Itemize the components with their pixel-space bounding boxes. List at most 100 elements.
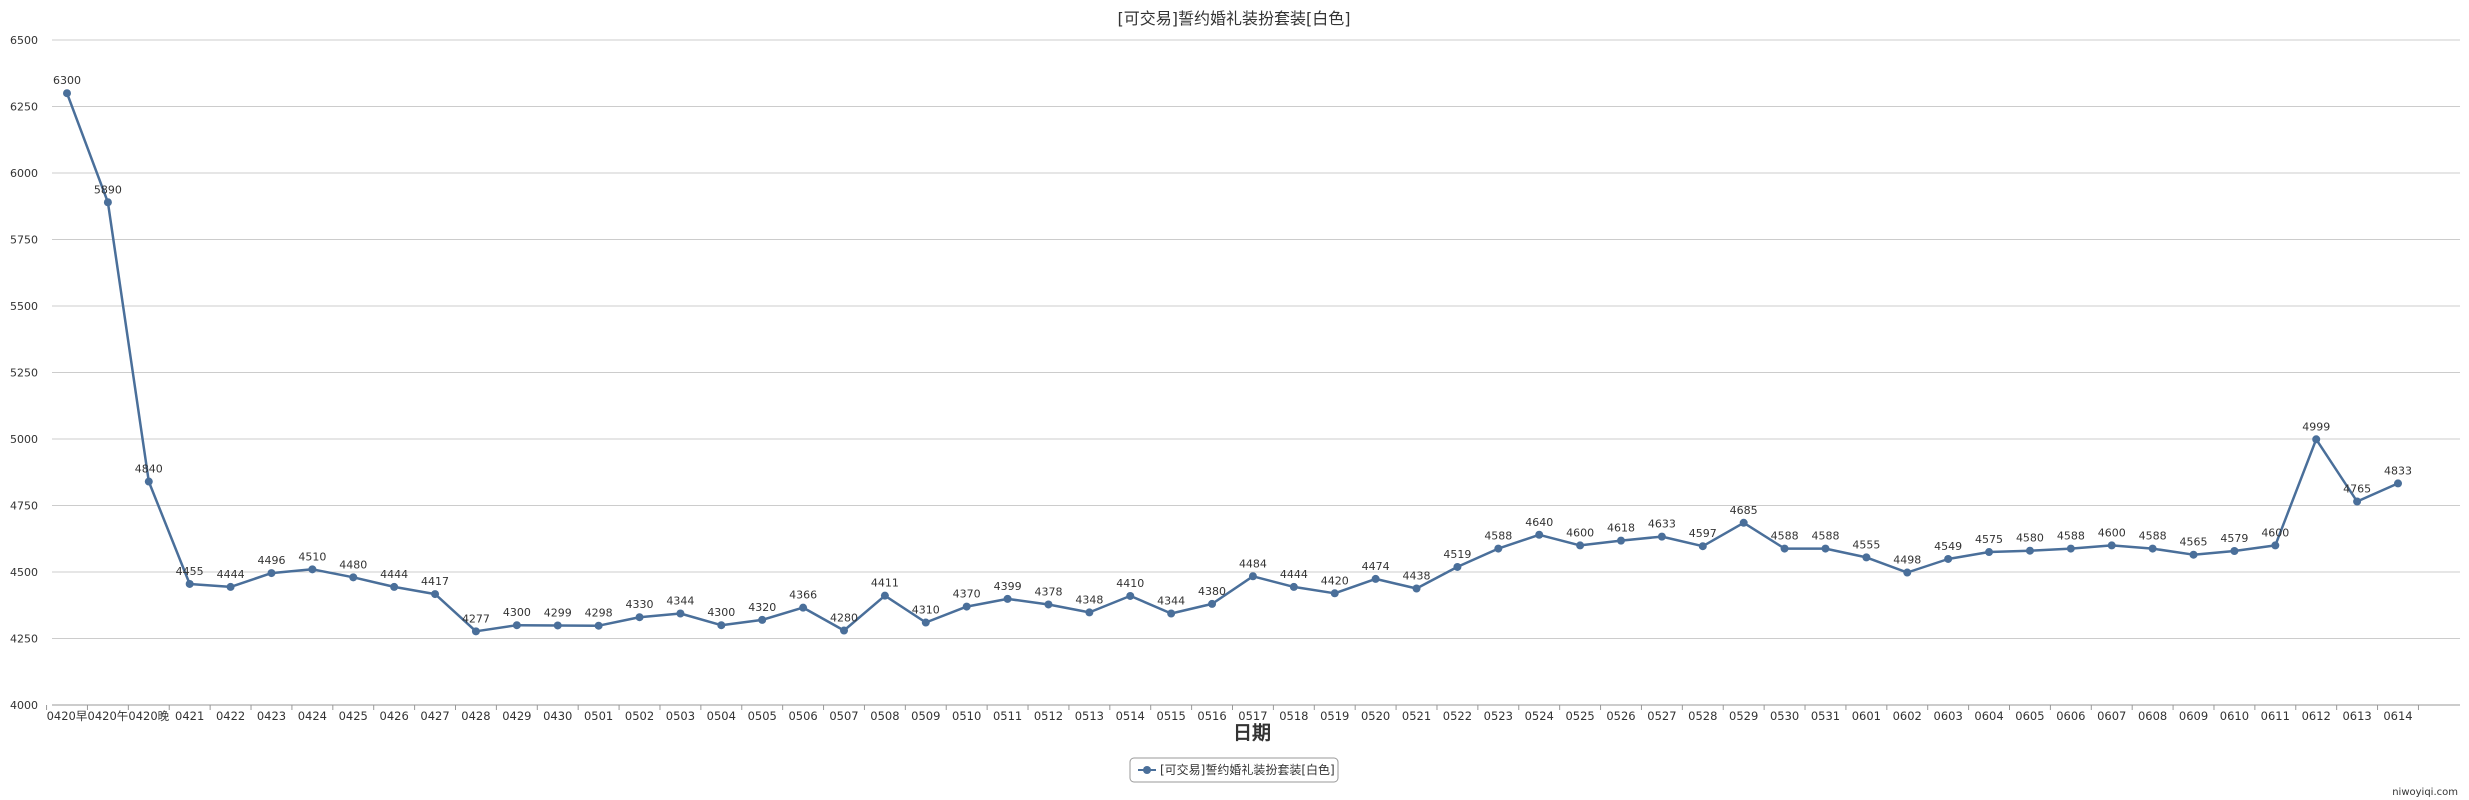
- x-tick-label: 0609: [2179, 709, 2208, 723]
- data-label: 4380: [1198, 585, 1226, 598]
- data-point: [1494, 544, 1503, 553]
- data-label: 4417: [421, 575, 449, 588]
- x-tick-label: 0429: [502, 709, 531, 723]
- watermark: niwoyiqi.com: [2392, 787, 2458, 798]
- data-point: [1821, 544, 1830, 553]
- data-point: [226, 582, 235, 591]
- data-point: [921, 618, 930, 627]
- data-label: 4370: [953, 588, 981, 601]
- data-label: 4840: [135, 463, 163, 476]
- data-point: [1985, 548, 1994, 557]
- data-label: 4455: [176, 565, 204, 578]
- x-tick-label: 0510: [952, 709, 981, 723]
- x-tick-label: 0423: [257, 709, 286, 723]
- chart-title: [可交易]誓约婚礼装扮套装[白色]: [1118, 9, 1351, 28]
- data-label: 4600: [1566, 526, 1594, 539]
- x-tick-label: 0509: [911, 709, 940, 723]
- legend-marker-icon: [1143, 766, 1151, 774]
- data-point: [103, 198, 112, 207]
- data-point: [2025, 546, 2034, 555]
- data-point: [1412, 584, 1421, 593]
- data-label: 4510: [298, 550, 326, 563]
- data-label: 4444: [380, 568, 408, 581]
- data-label: 4588: [1484, 530, 1512, 543]
- x-tick-label: 0506: [788, 709, 817, 723]
- x-tick-label: 0529: [1729, 709, 1758, 723]
- data-label: 4640: [1525, 516, 1553, 529]
- data-label: 5890: [94, 183, 122, 196]
- x-tick-label: 0528: [1688, 709, 1717, 723]
- data-label: 4588: [1771, 530, 1799, 543]
- y-tick-label: 4250: [10, 633, 38, 646]
- data-point: [2066, 544, 2075, 553]
- data-point: [717, 621, 726, 630]
- data-point: [1739, 518, 1748, 527]
- data-label: 4474: [1362, 560, 1390, 573]
- x-tick-label: 0505: [748, 709, 777, 723]
- data-label: 4480: [339, 558, 367, 571]
- x-tick-label: 0430: [543, 709, 572, 723]
- x-tick-label: 0421: [175, 709, 204, 723]
- data-point: [2271, 541, 2280, 550]
- data-point: [144, 477, 153, 486]
- data-label: 4411: [871, 577, 899, 590]
- data-label: 4300: [707, 606, 735, 619]
- x-tick-label: 0516: [1197, 709, 1226, 723]
- data-label: 4299: [544, 606, 572, 619]
- data-point: [1780, 544, 1789, 553]
- x-tick-label: 0604: [1974, 709, 2003, 723]
- x-tick-label: 0420午: [88, 709, 129, 723]
- data-label: 4633: [1648, 518, 1676, 531]
- x-tick-label: 0513: [1075, 709, 1104, 723]
- data-label: 4420: [1321, 574, 1349, 587]
- x-tick-label: 0519: [1320, 709, 1349, 723]
- data-point: [267, 569, 276, 578]
- data-point: [676, 609, 685, 618]
- data-label: 4765: [2343, 483, 2371, 496]
- x-tick-label: 0504: [707, 709, 736, 723]
- legend[interactable]: [可交易]誓约婚礼装扮套装[白色]: [1129, 757, 1339, 783]
- data-point: [2394, 479, 2402, 488]
- x-tick-label: 0427: [420, 709, 449, 723]
- data-label: 4588: [2139, 530, 2167, 543]
- y-tick-label: 5000: [10, 433, 38, 446]
- x-tick-label: 0601: [1852, 709, 1881, 723]
- data-label: 4588: [2057, 530, 2085, 543]
- x-tick-label: 0605: [2015, 709, 2044, 723]
- data-point: [1085, 608, 1094, 617]
- x-tick-label: 0614: [2383, 709, 2412, 723]
- data-label: 4579: [2220, 532, 2248, 545]
- data-label: 4685: [1730, 504, 1758, 517]
- data-point: [1167, 609, 1176, 618]
- data-point: [390, 582, 399, 591]
- data-label: 4378: [1034, 585, 1062, 598]
- x-tick-label: 0526: [1606, 709, 1635, 723]
- x-tick-label: 0518: [1279, 709, 1308, 723]
- data-label: 4366: [789, 589, 817, 602]
- y-tick-label: 4500: [10, 566, 38, 579]
- data-label: 4344: [1157, 594, 1185, 607]
- legend-box: [1129, 757, 1339, 783]
- x-tick-label: 0420晚: [128, 709, 169, 723]
- x-tick-label: 0511: [993, 709, 1022, 723]
- x-tick-label: 0607: [2097, 709, 2126, 723]
- x-tick-label: 0507: [829, 709, 858, 723]
- data-point: [512, 621, 521, 630]
- x-tick-label: 0531: [1811, 709, 1840, 723]
- data-point: [1330, 589, 1339, 598]
- x-tick-label: 0522: [1443, 709, 1472, 723]
- data-point: [1617, 536, 1625, 545]
- x-tick-label: 0603: [1934, 709, 1963, 723]
- data-point: [553, 621, 562, 630]
- data-label: 4277: [462, 612, 490, 625]
- x-tick-label: 0420早: [47, 709, 88, 723]
- data-label: 4310: [912, 604, 940, 617]
- x-tick-label: 0521: [1402, 709, 1431, 723]
- data-point: [1453, 562, 1462, 571]
- x-tick-label: 0517: [1238, 709, 1267, 723]
- data-label: 4549: [1934, 540, 1962, 553]
- x-tick-label: 0425: [339, 709, 368, 723]
- data-label: 6300: [53, 74, 81, 87]
- series-group: [63, 89, 2402, 636]
- data-point: [2230, 546, 2239, 555]
